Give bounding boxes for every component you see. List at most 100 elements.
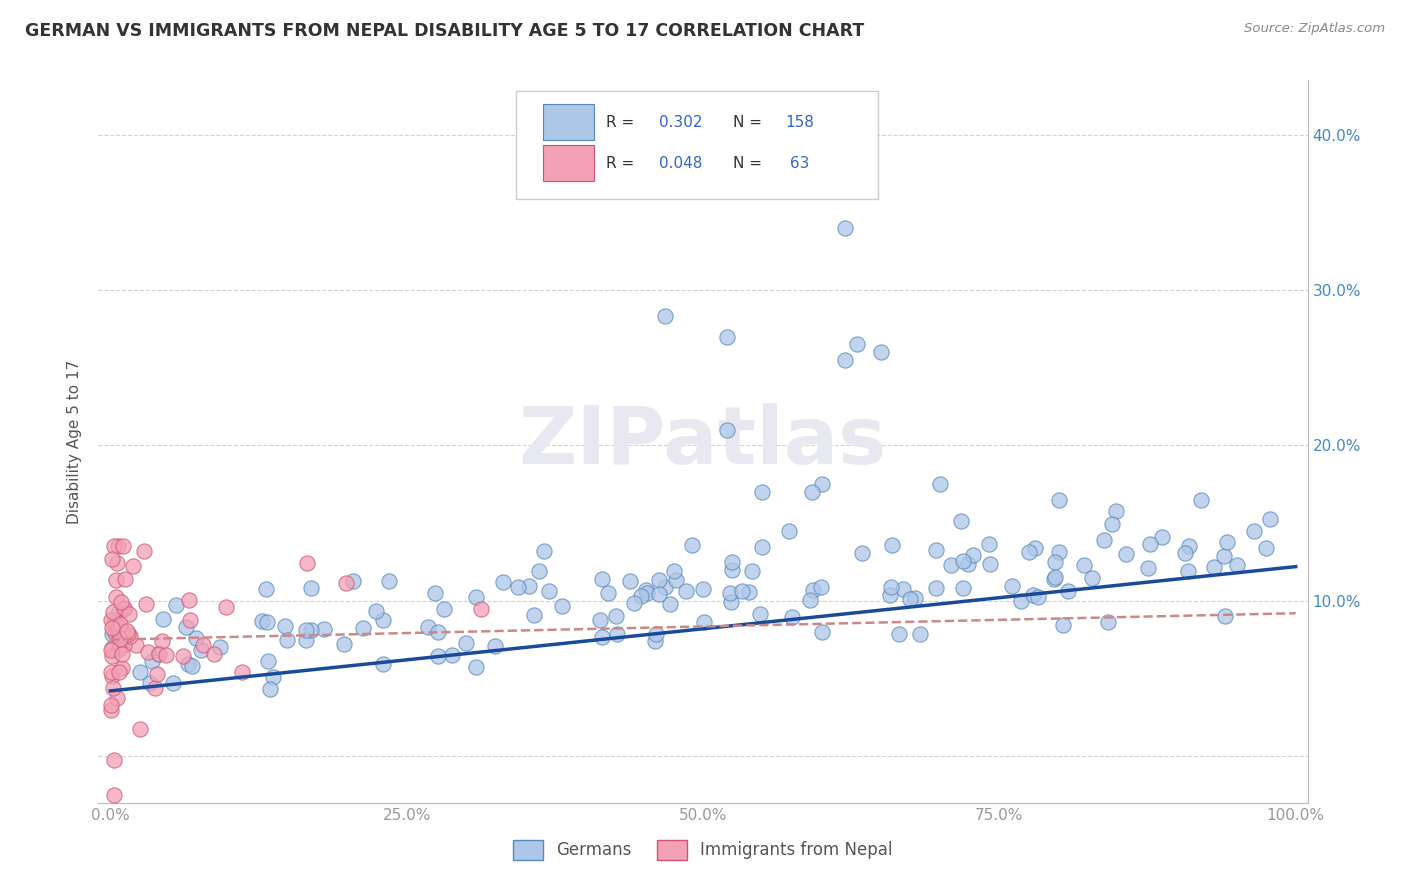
Point xyxy=(276,633,298,648)
Point xyxy=(664,564,686,578)
Text: 63: 63 xyxy=(785,156,810,171)
Point xyxy=(352,621,374,635)
Point xyxy=(117,627,139,641)
Point xyxy=(378,574,401,589)
Point xyxy=(810,580,832,594)
Point xyxy=(107,620,129,634)
Point xyxy=(1081,571,1104,585)
Point xyxy=(1022,588,1045,602)
Point xyxy=(177,593,200,607)
Point xyxy=(105,590,128,604)
Point xyxy=(606,627,628,641)
Point xyxy=(132,544,155,558)
Point xyxy=(720,595,742,609)
Point xyxy=(924,543,946,558)
Text: R =: R = xyxy=(606,115,640,129)
Point xyxy=(100,665,122,679)
Legend: Germans, Immigrants from Nepal: Germans, Immigrants from Nepal xyxy=(506,833,900,867)
Point xyxy=(299,582,322,596)
Point xyxy=(418,620,440,634)
Point xyxy=(364,604,387,618)
Point xyxy=(103,681,125,695)
Point xyxy=(1011,594,1033,608)
Point xyxy=(111,661,134,675)
Point xyxy=(259,681,281,696)
Point xyxy=(810,477,832,491)
Point xyxy=(1177,539,1199,553)
Point xyxy=(834,353,856,368)
FancyBboxPatch shape xyxy=(543,145,595,181)
Text: R =: R = xyxy=(606,156,640,171)
Point xyxy=(1204,559,1226,574)
Point xyxy=(107,605,129,619)
Point xyxy=(644,634,666,648)
Point xyxy=(184,631,207,645)
Point xyxy=(125,638,148,652)
Point xyxy=(111,647,134,661)
Point xyxy=(256,615,278,630)
Point xyxy=(551,599,574,614)
Point xyxy=(335,576,357,591)
Point xyxy=(250,614,273,628)
Point xyxy=(295,556,318,570)
Point xyxy=(941,558,963,573)
Point xyxy=(522,607,544,622)
Point xyxy=(181,659,204,673)
Point xyxy=(636,582,658,597)
Point xyxy=(470,601,492,615)
Point xyxy=(1216,534,1239,549)
Point xyxy=(893,582,915,597)
Point xyxy=(851,546,873,560)
Point xyxy=(659,598,682,612)
Point xyxy=(956,558,979,572)
FancyBboxPatch shape xyxy=(543,104,595,139)
Point xyxy=(107,540,129,554)
Point xyxy=(778,524,800,538)
Point xyxy=(731,583,754,598)
Point xyxy=(108,632,131,646)
Point xyxy=(112,601,135,615)
Point xyxy=(333,637,356,651)
Point xyxy=(1105,504,1128,518)
Point xyxy=(904,591,927,605)
Point xyxy=(1177,564,1199,578)
Point xyxy=(834,220,856,235)
Point xyxy=(716,174,738,188)
Point xyxy=(101,626,124,640)
Point xyxy=(605,608,627,623)
Point xyxy=(193,638,215,652)
Point xyxy=(589,613,612,627)
Point xyxy=(721,563,744,577)
Point xyxy=(112,600,135,615)
Point xyxy=(665,574,688,588)
Point xyxy=(811,625,834,640)
Point xyxy=(1047,545,1070,559)
Point xyxy=(231,665,253,679)
Point xyxy=(801,582,824,597)
Point xyxy=(716,329,738,343)
Point xyxy=(426,648,449,663)
Point xyxy=(104,574,127,588)
Point xyxy=(273,619,295,633)
Point xyxy=(630,589,652,603)
Point xyxy=(977,536,1000,550)
Point xyxy=(103,615,125,629)
Point xyxy=(751,485,773,500)
Point xyxy=(162,676,184,690)
Point xyxy=(1152,530,1174,544)
Point xyxy=(1101,516,1123,531)
Point xyxy=(101,648,124,663)
Point xyxy=(533,544,555,558)
Text: 0.048: 0.048 xyxy=(659,156,703,171)
Point xyxy=(1001,579,1024,593)
Point xyxy=(1215,609,1237,624)
Point xyxy=(202,648,225,662)
Point xyxy=(1024,541,1046,556)
Point xyxy=(716,423,738,437)
Point xyxy=(148,647,170,661)
Point xyxy=(780,610,803,624)
Point xyxy=(1139,537,1161,551)
FancyBboxPatch shape xyxy=(516,91,879,200)
Point xyxy=(105,556,128,570)
Point xyxy=(190,643,212,657)
